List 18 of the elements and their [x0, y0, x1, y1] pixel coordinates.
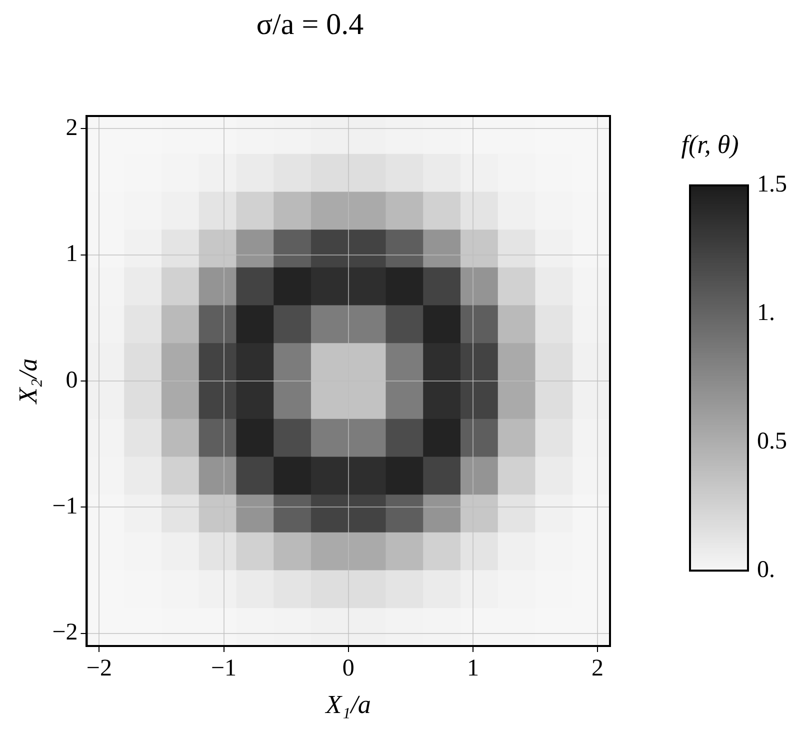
color-bar-label: 0.5	[757, 428, 787, 454]
x-axis-title: X₁/a	[324, 690, 371, 720]
y-tick-label: −2	[52, 620, 78, 646]
color-bar-label: 1.5	[757, 172, 787, 198]
x-tick-label: −2	[86, 656, 112, 682]
y-tick-label: 0	[66, 367, 78, 394]
y-tick-label: 1	[66, 241, 78, 268]
y-tick-label: 2	[66, 114, 78, 141]
x-tick-label: 2	[592, 656, 604, 682]
x-tick-label: −1	[211, 656, 237, 682]
y-tick-label: −1	[52, 493, 78, 520]
color-bar-label: 1.	[757, 300, 775, 326]
y-axis-title: X₂/a	[13, 358, 42, 405]
x-tick-label: 1	[466, 656, 479, 682]
chart-title: σ/a = 0.4	[256, 8, 364, 41]
color-bar-title: f(r, θ)	[680, 130, 740, 160]
x-tick-label: 0	[342, 656, 354, 682]
color-bar-label: 0.	[757, 556, 775, 583]
